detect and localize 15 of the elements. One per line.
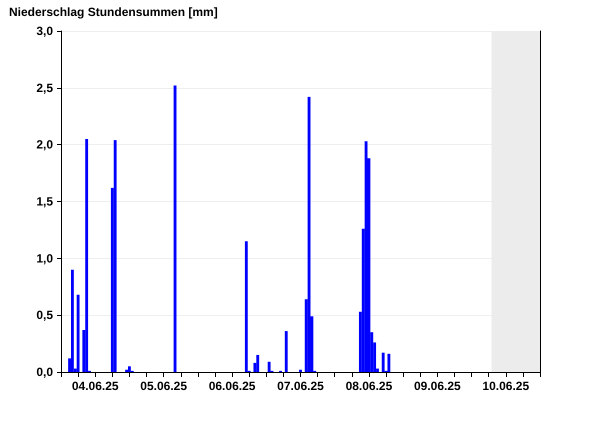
y-tick-label: 0,0 bbox=[36, 365, 54, 379]
y-tick-label: 1,0 bbox=[36, 251, 54, 266]
y-tick-label: 2,0 bbox=[36, 138, 54, 152]
y-tick-label: 0,5 bbox=[36, 308, 54, 322]
x-tick-label: 06.06.25 bbox=[208, 379, 256, 393]
x-tick-label: 08.06.25 bbox=[346, 379, 393, 393]
y-tick-label: 1,5 bbox=[36, 194, 54, 208]
y-tick-label: 3,0 bbox=[36, 24, 54, 38]
y-tick-label: 2,5 bbox=[36, 80, 54, 95]
x-tick-label: 04.06.25 bbox=[72, 379, 119, 393]
x-tick-label: 10.06.25 bbox=[482, 379, 530, 393]
chart-title: Niederschlag Stundensummen [mm] bbox=[9, 5, 218, 19]
x-tick-label: 05.06.25 bbox=[140, 379, 188, 393]
x-tick-label: 09.06.25 bbox=[414, 379, 462, 393]
x-tick-label: 07.06.25 bbox=[277, 379, 324, 393]
